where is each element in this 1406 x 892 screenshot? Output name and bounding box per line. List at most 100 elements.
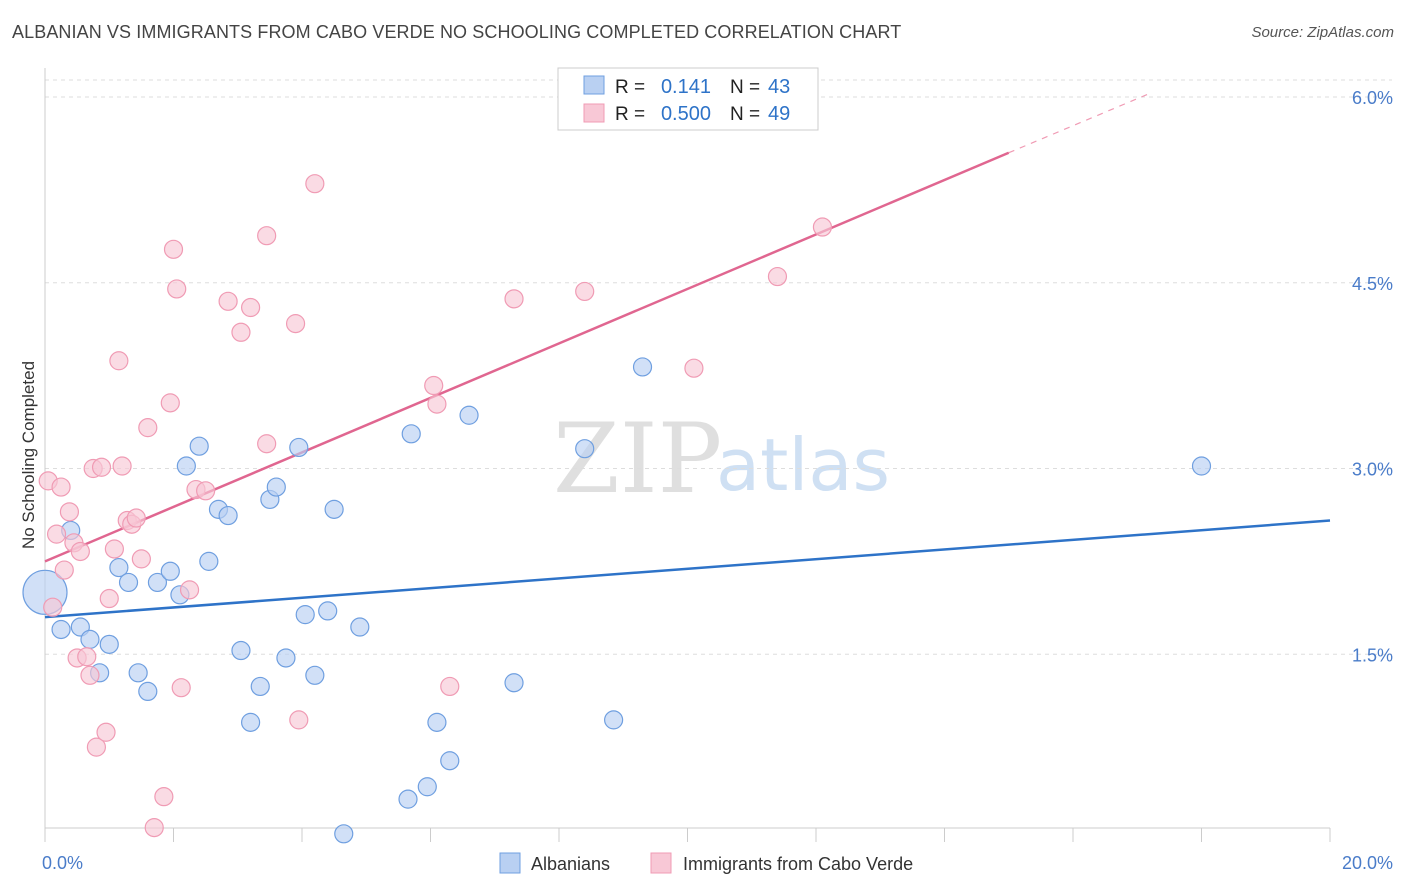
caboverde-point [424, 375, 444, 396]
caboverde-point [77, 647, 97, 667]
albanian-point [604, 710, 624, 730]
albanian-point [289, 437, 309, 458]
caboverde-point [767, 266, 788, 287]
caboverde-point [80, 665, 100, 685]
albanian-point [295, 605, 315, 625]
trendlines [44, 92, 1331, 619]
y-tick-label: 1.5% [1352, 645, 1393, 665]
legend-swatch-caboverde [583, 103, 605, 123]
albanian-point [176, 456, 196, 476]
trendline-albanians [44, 519, 1331, 619]
watermark-atlas: atlas [716, 423, 890, 507]
albanian-point [160, 561, 180, 581]
data-points [22, 174, 1212, 844]
legend-swatch-albanians [499, 852, 521, 874]
stats-legend: R = 0.141 N = 43 R = 0.500 N = 49 [557, 67, 819, 131]
legend-label-albanians: Albanians [531, 854, 610, 874]
albanian-point [128, 663, 148, 683]
albanian-point [266, 477, 286, 497]
caboverde-point [285, 314, 306, 334]
caboverde-point [43, 597, 63, 617]
legend-n-label: N = [730, 77, 760, 98]
caboverde-point [575, 281, 595, 302]
legend-swatch-albanians [583, 75, 605, 95]
caboverde-point [231, 322, 251, 342]
caboverde-point [305, 174, 325, 194]
albanian-point [250, 676, 270, 697]
legend-r-label: R = [615, 77, 645, 98]
grid-lines [45, 79, 1392, 655]
albanian-point [118, 572, 139, 593]
albanian-point [318, 601, 338, 621]
caboverde-point [167, 279, 187, 299]
caboverde-point [51, 477, 71, 497]
legend-n-value: 43 [768, 76, 790, 98]
tick-labels: 1.5% 3.0% 4.5% 6.0% 0.0% 20.0% [42, 88, 1393, 873]
y-tick-label: 6.0% [1352, 88, 1393, 108]
caboverde-point [46, 524, 67, 544]
series-legend: Albanians Immigrants from Cabo Verde [499, 852, 913, 874]
caboverde-point [126, 508, 146, 528]
caboverde-point [54, 560, 74, 580]
caboverde-point [171, 678, 191, 698]
caboverde-point [109, 351, 129, 371]
caboverde-point [70, 541, 90, 562]
caboverde-point [163, 239, 184, 259]
caboverde-point [96, 722, 116, 742]
albanian-point [1191, 456, 1212, 476]
albanian-point [99, 634, 119, 654]
x-tick-label: 0.0% [42, 853, 83, 873]
caboverde-point [289, 710, 309, 730]
caboverde-point [257, 434, 277, 454]
legend-swatch-caboverde [650, 852, 672, 874]
albanian-point [305, 665, 325, 685]
caboverde-point [112, 456, 132, 476]
albanian-point [138, 681, 158, 702]
albanian-point [80, 629, 100, 649]
albanian-point [147, 572, 168, 593]
albanian-point [231, 640, 251, 661]
caboverde-point [241, 297, 261, 318]
legend-r-value: 0.500 [661, 103, 711, 125]
caboverde-point [86, 737, 107, 757]
albanian-point [459, 405, 479, 425]
y-tick-label: 4.5% [1352, 274, 1393, 294]
x-tick-label: 20.0% [1342, 853, 1393, 873]
albanian-point [51, 619, 71, 640]
caboverde-point [144, 818, 164, 838]
legend-r-label: R = [615, 104, 645, 125]
albanian-point [218, 505, 238, 526]
legend-r-value: 0.141 [661, 76, 711, 98]
caboverde-point [99, 588, 119, 609]
albanian-point [334, 824, 354, 844]
albanian-point [350, 617, 370, 637]
caboverde-point [104, 539, 124, 559]
caboverde-point [257, 226, 277, 246]
caboverde-point [179, 580, 200, 600]
albanian-point [324, 499, 344, 519]
albanian-point [109, 557, 129, 578]
albanian-point [276, 648, 296, 668]
albanian-point [398, 789, 418, 809]
source-label: Source: ZipAtlas.com [1251, 24, 1394, 41]
caboverde-point [154, 787, 174, 807]
caboverde-point [427, 394, 447, 414]
caboverde-point [91, 457, 112, 477]
trendline-caboverde-extension [1008, 92, 1151, 154]
albanian-point [401, 424, 421, 444]
caboverde-point [440, 676, 460, 697]
axes [44, 68, 1331, 842]
albanian-point [427, 712, 447, 732]
caboverde-point [218, 291, 238, 311]
caboverde-point [196, 481, 216, 501]
legend-n-value: 49 [768, 103, 790, 125]
legend-n-label: N = [730, 104, 760, 125]
legend-label-caboverde: Immigrants from Cabo Verde [683, 854, 913, 874]
caboverde-point [684, 358, 704, 378]
albanian-point [241, 712, 261, 732]
albanian-point [632, 357, 653, 377]
albanian-point [417, 777, 437, 797]
caboverde-point [131, 549, 151, 569]
y-tick-label: 3.0% [1352, 460, 1393, 480]
